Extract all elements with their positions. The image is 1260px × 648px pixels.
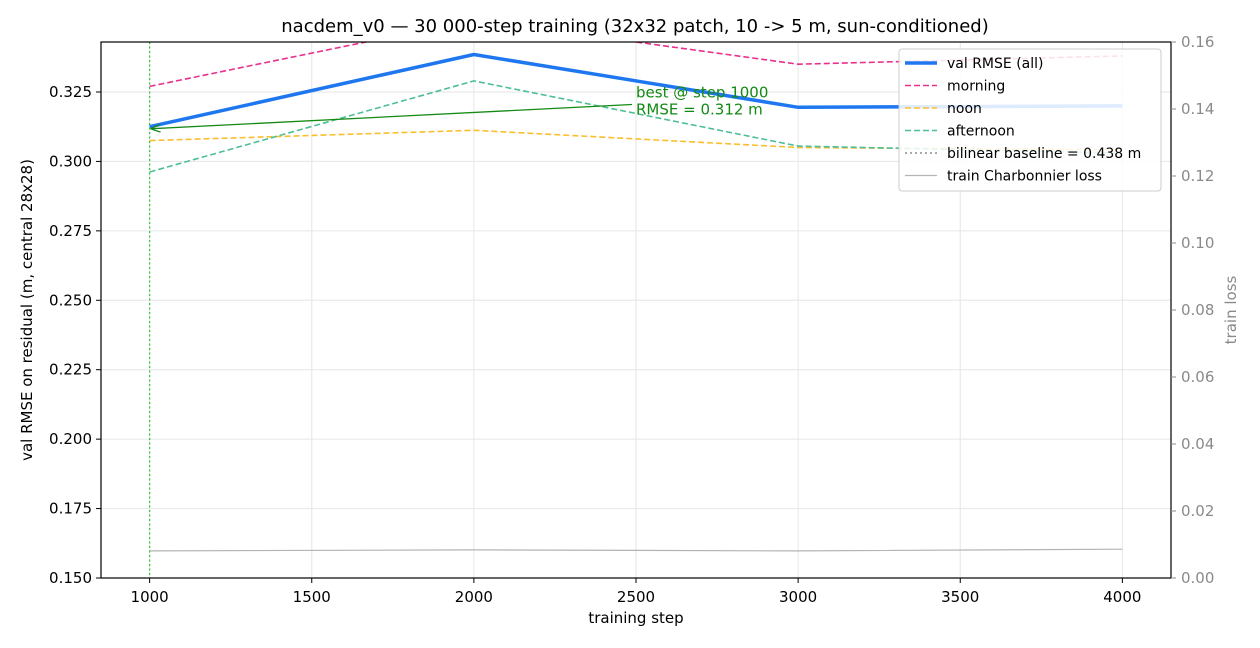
y-tick-label: 0.275 — [49, 222, 92, 240]
series-line-5 — [149, 548, 1123, 552]
x-axis-label: training step — [588, 609, 683, 627]
y-right-tick-label: 0.10 — [1181, 234, 1214, 252]
annotation-arrow — [152, 103, 633, 128]
y-right-tick-label: 0.00 — [1181, 569, 1214, 587]
x-tick-label: 2500 — [617, 588, 655, 606]
x-tick-label: 3000 — [779, 588, 817, 606]
x-tick-label: 2000 — [455, 588, 493, 606]
y-right-tick-label: 0.06 — [1181, 368, 1214, 386]
y-right-tick-label: 0.04 — [1181, 435, 1214, 453]
y-axis-right-label: train loss — [1222, 275, 1240, 344]
legend-label: train Charbonnier loss — [947, 169, 1102, 185]
y-axis-label: val RMSE on residual (m, central 28x28) — [18, 159, 36, 461]
y-tick-label: 0.325 — [49, 83, 92, 101]
chart-title: nacdem_v0 — 30 000-step training (32x32 … — [281, 16, 988, 37]
legend-label: afternoon — [947, 124, 1015, 140]
legend-label: noon — [947, 101, 982, 117]
y-tick-label: 0.225 — [49, 361, 92, 379]
legend-label: val RMSE (all) — [947, 56, 1043, 72]
y-right-tick-label: 0.12 — [1181, 167, 1214, 185]
y-tick-label: 0.300 — [49, 152, 92, 170]
y-right-tick-label: 0.14 — [1181, 100, 1214, 118]
y-tick-label: 0.200 — [49, 430, 92, 448]
y-axis-left: 0.150 0.175 0.200 0.225 0.250 0.275 0.300 0.325 — [49, 83, 101, 587]
legend: val RMSE (all) morning noon afternoon biline… — [898, 48, 1162, 192]
y-tick-label: 0.175 — [49, 500, 92, 518]
x-tick-label: 4000 — [1103, 588, 1141, 606]
y-tick-label: 0.150 — [49, 569, 92, 587]
annotation-text: best @ step 1000 — [636, 83, 768, 101]
x-axis: 1000 1500 2000 2500 3000 3500 4000 — [131, 578, 1141, 606]
annotation-text: RMSE = 0.312 m — [636, 100, 763, 118]
x-tick-label: 1000 — [131, 588, 169, 606]
y-right-tick-label: 0.02 — [1181, 502, 1214, 520]
y-axis-right: 0.00 0.02 0.04 0.06 0.08 0.10 0.12 0.14 0.16 — [1171, 33, 1214, 587]
y-tick-label: 0.250 — [49, 291, 92, 309]
x-tick-label: 3500 — [941, 588, 979, 606]
y-right-tick-label: 0.16 — [1181, 33, 1214, 51]
legend-label: morning — [947, 79, 1005, 95]
legend-label: bilinear baseline = 0.438 m — [947, 146, 1141, 162]
legend-box — [898, 48, 1162, 192]
x-tick-label: 1500 — [293, 588, 331, 606]
y-right-tick-label: 0.08 — [1181, 301, 1214, 319]
